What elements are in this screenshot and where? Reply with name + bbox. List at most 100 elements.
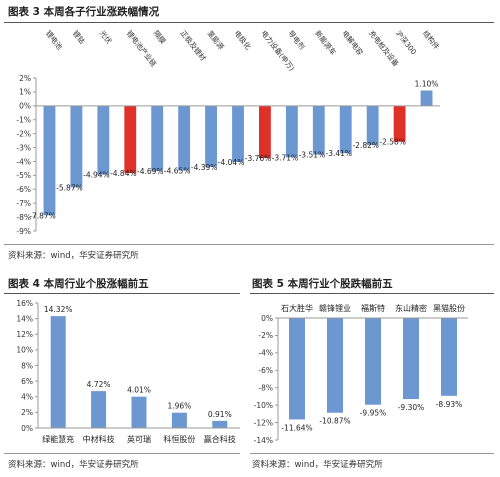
bar: [403, 318, 419, 400]
y-tick-label: -2%: [16, 129, 31, 138]
bar: [97, 105, 110, 175]
bar: [366, 105, 379, 146]
bar: [50, 316, 66, 428]
category-label: 黑猫股份: [433, 303, 465, 313]
y-tick-label: -8%: [258, 384, 273, 393]
y-tick-label: -6%: [258, 366, 273, 375]
bar: [259, 105, 271, 159]
bar: [312, 105, 325, 155]
value-label: 1.96%: [167, 402, 191, 411]
bar: [212, 420, 228, 428]
value-label: -4.04%: [218, 158, 245, 167]
value-label: 14.32%: [44, 305, 73, 314]
category-label: 东山精密: [395, 303, 427, 313]
bar: [70, 105, 83, 188]
category-label: 英可瑞: [127, 434, 151, 444]
category-label: 科恒股份: [163, 434, 195, 444]
y-tick-label: 1%: [19, 88, 31, 97]
value-label: -3.41%: [326, 149, 353, 158]
category-label: 电解电容: [340, 29, 365, 57]
bar: [178, 105, 191, 171]
category-label: 沪深300: [394, 29, 419, 57]
y-tick-label: 4%: [21, 393, 33, 402]
category-label: 中材科技: [83, 434, 115, 444]
value-label: -7.87%: [29, 211, 56, 220]
y-tick-label: 0%: [21, 424, 33, 433]
category-label: 锂钴: [71, 29, 87, 46]
bar: [151, 105, 164, 172]
figure3-chart: 2% 1% 0% -1% -2% -3% -4% -5% -6% -7% -8% -9% -7.87% 锂…: [16, 29, 441, 236]
y-tick-label: 14%: [16, 314, 33, 323]
figure3-source: 资料来源：wind，华安证券研究所: [8, 251, 139, 261]
category-label: 氢能源: [205, 29, 225, 52]
value-label: -4.94%: [83, 171, 110, 180]
category-label: 电极化: [232, 29, 252, 52]
value-label: -8.93%: [436, 400, 463, 409]
figure3-title: 图表 3 本周各子行业涨跌幅情况: [8, 6, 160, 18]
bar: [131, 396, 147, 428]
category-label: 光伏: [98, 29, 114, 46]
y-tick-label: 10%: [16, 346, 33, 355]
category-label: 绿能慧充: [42, 434, 74, 444]
bar: [365, 318, 381, 405]
y-tick-label: -10%: [254, 401, 273, 410]
figure4-source: 资料来源：wind，华安证券研究所: [8, 460, 139, 470]
bar: [393, 105, 406, 142]
category-label: 福斯特: [361, 303, 385, 313]
value-label: -3.76%: [245, 154, 272, 163]
figure4-top-rule: [4, 293, 240, 294]
bar: [441, 318, 457, 396]
y-tick-label: 16%: [16, 299, 33, 308]
bar: [339, 105, 352, 154]
category-label: 导电剂: [286, 29, 306, 52]
bar: [289, 318, 305, 420]
y-tick-label: -5%: [16, 171, 31, 180]
bar: [171, 412, 187, 428]
y-tick-label: -1%: [16, 116, 31, 125]
y-tick-label: 8%: [21, 361, 33, 370]
figure5-bottom-rule: [250, 453, 494, 454]
figure5-top-rule: [250, 293, 494, 294]
value-label: -10.87%: [319, 417, 350, 426]
figure5-title: 图表 5 本周行业个股跌幅前五: [252, 278, 393, 290]
figure3-bottom-rule: [4, 244, 494, 245]
value-label: -4.39%: [191, 163, 218, 172]
category-label: 结构件: [421, 29, 441, 52]
category-label: 赣锋锂业: [319, 303, 351, 313]
value-label: -3.71%: [272, 153, 299, 162]
category-label: 赢合科技: [204, 434, 236, 444]
figure5-chart: 0% -2% -4% -6% -8% -10% -12% -14% -11.64% 石大胜华 -10…: [254, 303, 468, 445]
y-tick-label: -2%: [258, 331, 273, 340]
figure4-chart: 16% 14% 12% 10% 8% 6% 4% 2% 0% 14.32% 绿能慧充 4.72% 中材科…: [16, 299, 240, 444]
y-tick-label: 0%: [19, 102, 31, 111]
bar: [327, 318, 343, 413]
value-label: 4.72%: [87, 380, 111, 389]
value-label: -2.82%: [352, 141, 379, 150]
figure5-source: 资料来源：wind，华安证券研究所: [252, 460, 383, 470]
y-tick-label: -6%: [16, 185, 31, 194]
y-tick-label: -7%: [16, 199, 31, 208]
value-label: 0.91%: [208, 410, 232, 419]
value-label: 4.01%: [127, 386, 151, 395]
y-tick-label: -9%: [16, 227, 31, 236]
value-label: -3.51%: [299, 151, 326, 160]
bar: [285, 105, 298, 158]
y-tick-label: -4%: [258, 349, 273, 358]
y-tick-label: -8%: [16, 213, 31, 222]
y-tick-label: 2%: [19, 74, 31, 83]
value-label: -5.87%: [56, 183, 83, 192]
value-label: -4.65%: [164, 166, 191, 175]
value-label: 1.10%: [415, 80, 439, 89]
category-label: 正极及锂材: [179, 29, 208, 63]
y-tick-label: -4%: [16, 157, 31, 166]
y-tick-label: -12%: [254, 418, 273, 427]
figure3-top-rule: [4, 22, 494, 23]
y-tick-label: -14%: [254, 436, 273, 445]
value-label: -9.30%: [398, 403, 425, 412]
y-tick-label: 0%: [261, 314, 273, 323]
value-label: -11.64%: [281, 423, 312, 432]
bar: [91, 391, 107, 428]
y-tick-label: 6%: [21, 377, 33, 386]
category-label: 锂电池: [44, 29, 64, 52]
bar: [124, 105, 137, 174]
